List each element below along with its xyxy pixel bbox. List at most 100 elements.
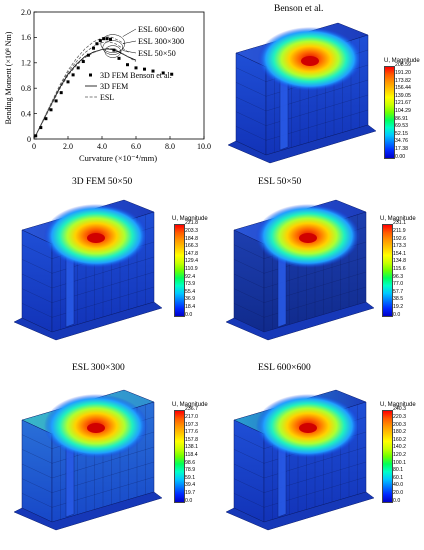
colorbar-tick-label: 180.2 xyxy=(393,429,406,436)
x-tick-label: 10.0 xyxy=(197,142,211,151)
model-bottom-flange xyxy=(13,301,163,341)
peak-marker-ellipse xyxy=(104,45,122,58)
colorbar-tick-label: 96.3 xyxy=(393,273,404,280)
series-benson-point xyxy=(143,67,146,71)
peak-marker-ellipse xyxy=(100,34,126,53)
displacement-peak xyxy=(87,423,105,433)
series-benson-point xyxy=(59,91,63,95)
colorbar-tick-label: 221.8 xyxy=(185,220,198,227)
colorbar-tick-label: 73.9 xyxy=(185,281,196,288)
colorbar-tick-label: 36.9 xyxy=(185,296,196,303)
mesh-line xyxy=(235,126,267,141)
displacement-peak xyxy=(299,233,317,243)
colorbar-tick-label: 236.7 xyxy=(185,406,198,413)
colorbar-tick-label: 80.1 xyxy=(393,467,404,474)
mesh-line xyxy=(21,273,53,289)
mesh-line xyxy=(21,449,53,464)
y-tick-label: 1.6 xyxy=(21,33,31,42)
fem-model-image xyxy=(225,199,375,341)
y-axis-label: Bending Moment (×10⁸ Nm) xyxy=(4,31,13,124)
chart-legend: 3D FEM Benson et al. 3D FEM ESL xyxy=(85,71,172,102)
colorbar-gradient xyxy=(382,224,393,318)
series-benson-point xyxy=(170,72,174,76)
series-benson-point xyxy=(112,48,116,52)
panel-title: Benson et al. xyxy=(274,4,324,14)
series-benson-point xyxy=(126,63,129,67)
series-benson-point xyxy=(49,108,53,112)
mesh-line xyxy=(233,493,265,508)
mesh-line xyxy=(21,478,53,493)
colorbar-title: U, Magnitude xyxy=(384,58,420,64)
mesh-line xyxy=(21,434,53,449)
mesh-line xyxy=(235,82,267,97)
colorbar-tick-label: 110.9 xyxy=(185,266,198,272)
mesh-line xyxy=(21,493,53,508)
colorbar-tick-label: 98.6 xyxy=(185,459,196,466)
annotation-leader xyxy=(122,50,137,54)
y-tick-label: 0.4 xyxy=(21,109,31,118)
colorbar-tick-label: 121.67 xyxy=(395,100,411,107)
series-benson-point xyxy=(134,66,138,70)
colorbar-tick-label: 78.9 xyxy=(185,467,196,474)
colorbar-tick-label: 0.0 xyxy=(185,497,193,504)
displacement-peak xyxy=(301,56,319,66)
colorbar-gradient xyxy=(174,410,185,504)
colorbar-tick-label: 55.4 xyxy=(185,288,196,295)
colorbar-tick-label: 0.00 xyxy=(395,153,406,160)
colorbar-tick-label: 154.1 xyxy=(393,250,406,257)
colorbar-tick-label: 156.44 xyxy=(395,85,411,92)
colorbar-tick-label: 19.7 xyxy=(185,490,196,496)
colorbar-gradient xyxy=(174,224,185,318)
series-3d-fem-line xyxy=(33,48,137,140)
panel-title: 3D FEM 50×50 xyxy=(72,177,133,187)
colorbar-tick-label: 69.53 xyxy=(395,123,408,130)
colorbar-tick-label: 39.4 xyxy=(185,482,196,489)
plot-frame xyxy=(33,11,205,140)
fem-model-image xyxy=(225,389,375,531)
peak-marker-ellipse xyxy=(102,40,124,55)
y-tick-label: 1.2 xyxy=(21,59,31,68)
colorbar-title: U, Magnitude xyxy=(380,402,416,408)
colorbar-tick-label: 173.3 xyxy=(393,243,406,250)
colorbar-tick-label: 231.1 xyxy=(393,220,406,227)
x-tick-label: 0 xyxy=(32,142,36,151)
series-benson-point xyxy=(151,69,155,73)
colorbar-tick-label: 177.6 xyxy=(185,429,198,436)
x-axis-label: Curvature (×10⁻⁴/mm) xyxy=(79,153,157,163)
panel-fem50: 3D FEM 50×50 U, Magnitude 221.8 203.3 184.… xyxy=(0,176,212,356)
moment-curvature-chart: 0 2.0 4.0 6.0 8.0 10.0 0 0.4 0.8 1.2 1.6 2.0 ESL 60… xyxy=(4,8,211,163)
annotation-label: ESL 50×50 xyxy=(138,49,176,58)
colorbar-tick-label: 217.0 xyxy=(185,414,198,420)
colorbar-gradient xyxy=(382,410,393,504)
series-benson-point xyxy=(117,56,121,60)
chart-annotations: ESL 600×600 ESL 300×300 ESL 50×50 xyxy=(100,25,184,58)
model-bottom-flange xyxy=(225,301,375,341)
mesh-line xyxy=(21,463,53,479)
mesh-line xyxy=(21,303,53,318)
colorbar-tick-label: 240.3 xyxy=(393,406,406,413)
displacement-peak xyxy=(87,233,105,243)
colorbar-tick-label: 211.9 xyxy=(393,228,406,234)
colorbar-tick-label: 139.05 xyxy=(395,92,411,99)
colorbar-tick-label: 220.3 xyxy=(393,414,406,420)
panel-title: ESL 50×50 xyxy=(258,177,302,187)
series-benson-point xyxy=(105,37,109,41)
colorbar-tick-label: 100.1 xyxy=(393,459,406,466)
series-benson-point xyxy=(81,60,85,64)
colorbar-title: U, Magnitude xyxy=(172,402,208,408)
colorbar-tick-label: 19.2 xyxy=(393,304,404,310)
colorbar-tick-label: 104.29 xyxy=(395,108,411,114)
x-tick-label: 8.0 xyxy=(165,142,175,151)
mesh-line xyxy=(233,434,265,449)
mesh-line xyxy=(21,288,53,303)
series-benson-point xyxy=(102,37,106,41)
series-esl-line xyxy=(33,47,137,140)
panel-title: ESL 600×600 xyxy=(258,363,311,373)
colorbar-tick-label: 20.0 xyxy=(393,490,404,496)
mesh-line xyxy=(233,273,265,289)
y-tick-label: 0.8 xyxy=(21,84,31,93)
mesh-line xyxy=(235,111,267,126)
colorbar-tick-label: 92.4 xyxy=(185,273,196,280)
colorbar-tick-label: 166.3 xyxy=(185,243,198,250)
panel-esl50: ESL 50×50 U, Magnitude 231.1 211.9 192.6 17… xyxy=(212,176,424,356)
